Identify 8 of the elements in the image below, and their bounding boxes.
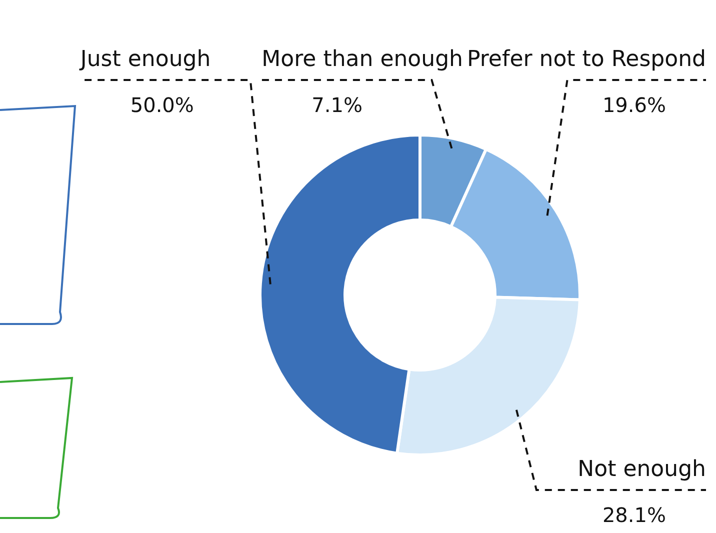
data-label: 7.1% [312, 93, 362, 117]
data-label: 28.1% [602, 503, 666, 527]
slice-label: Prefer not to Respond [466, 47, 706, 72]
slice-label: Just enough [78, 47, 211, 72]
data-label: 50.0% [130, 93, 194, 117]
slice-label: Not enough [578, 457, 706, 482]
slice-label: More than enough [262, 47, 463, 72]
data-label: 19.6% [602, 93, 666, 117]
